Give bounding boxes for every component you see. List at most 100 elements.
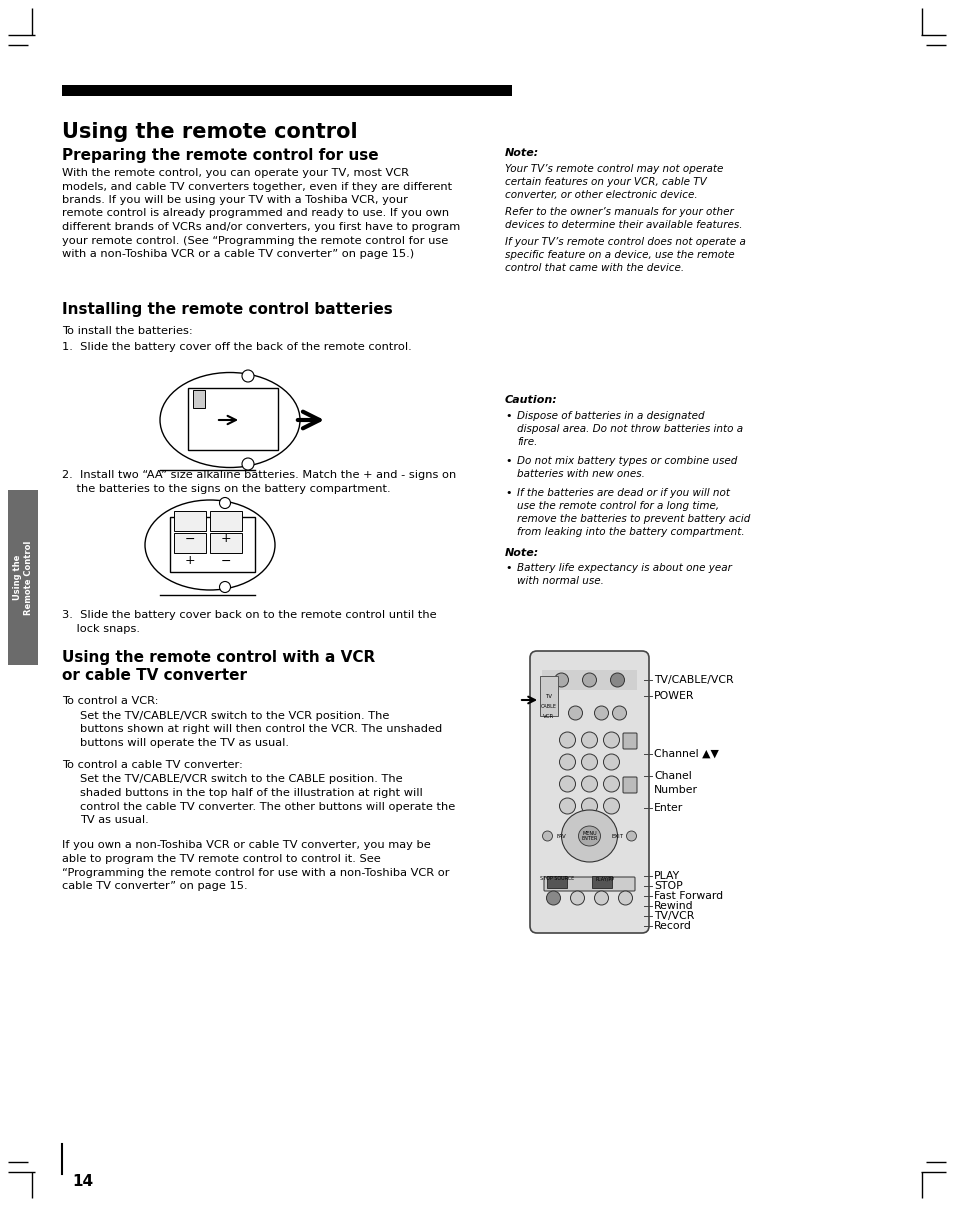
Text: Number: Number bbox=[654, 785, 698, 795]
Text: EXIT: EXIT bbox=[611, 833, 623, 838]
Ellipse shape bbox=[558, 798, 575, 814]
Ellipse shape bbox=[581, 775, 597, 792]
Text: If the batteries are dead or if you will not: If the batteries are dead or if you will… bbox=[517, 488, 729, 498]
Text: Note:: Note: bbox=[504, 548, 538, 558]
Text: PLAY: PLAY bbox=[654, 871, 679, 882]
Text: To control a cable TV converter:: To control a cable TV converter: bbox=[62, 760, 243, 769]
Ellipse shape bbox=[603, 732, 618, 748]
Bar bbox=[173, 533, 206, 554]
Text: Using the remote control: Using the remote control bbox=[62, 122, 357, 142]
Ellipse shape bbox=[594, 891, 608, 904]
Text: Enter: Enter bbox=[654, 803, 682, 813]
Ellipse shape bbox=[568, 706, 582, 720]
Ellipse shape bbox=[581, 754, 597, 769]
Ellipse shape bbox=[618, 891, 632, 904]
Text: Note:: Note: bbox=[504, 148, 538, 158]
Text: batteries with new ones.: batteries with new ones. bbox=[517, 469, 644, 479]
Text: TV/CABLE/VCR: TV/CABLE/VCR bbox=[654, 675, 733, 685]
Ellipse shape bbox=[145, 500, 274, 590]
Bar bbox=[62, 84, 512, 96]
Text: Using the remote control with a VCR: Using the remote control with a VCR bbox=[62, 650, 375, 665]
Text: models, and cable TV converters together, even if they are different: models, and cable TV converters together… bbox=[62, 181, 452, 192]
Ellipse shape bbox=[219, 498, 231, 509]
Text: control that came with the device.: control that came with the device. bbox=[504, 263, 683, 273]
Text: STOP SOURCE: STOP SOURCE bbox=[539, 877, 574, 882]
Text: •: • bbox=[504, 563, 511, 573]
Ellipse shape bbox=[242, 458, 253, 470]
Text: remote control is already programmed and ready to use. If you own: remote control is already programmed and… bbox=[62, 209, 449, 218]
Text: Rewind: Rewind bbox=[654, 901, 693, 911]
Ellipse shape bbox=[542, 831, 552, 841]
Text: Chanel: Chanel bbox=[654, 771, 691, 781]
Text: Refer to the owner’s manuals for your other: Refer to the owner’s manuals for your ot… bbox=[504, 207, 733, 217]
Bar bbox=[188, 388, 277, 450]
Text: with normal use.: with normal use. bbox=[517, 576, 603, 586]
Text: able to program the TV remote control to control it. See: able to program the TV remote control to… bbox=[62, 854, 380, 863]
Text: POWER: POWER bbox=[654, 691, 694, 701]
Text: shaded buttons in the top half of the illustration at right will: shaded buttons in the top half of the il… bbox=[80, 788, 422, 798]
Text: from leaking into the battery compartment.: from leaking into the battery compartmen… bbox=[517, 527, 744, 537]
Ellipse shape bbox=[570, 891, 584, 904]
Ellipse shape bbox=[558, 775, 575, 792]
Text: With the remote control, you can operate your TV, most VCR: With the remote control, you can operate… bbox=[62, 168, 409, 178]
Text: Dispose of batteries in a designated: Dispose of batteries in a designated bbox=[517, 411, 704, 421]
Ellipse shape bbox=[581, 732, 597, 748]
Text: Caution:: Caution: bbox=[504, 396, 558, 405]
Text: •: • bbox=[504, 488, 511, 498]
Bar bbox=[193, 390, 205, 408]
Text: 2.  Install two “AA” size alkaline batteries. Match the + and - signs on: 2. Install two “AA” size alkaline batter… bbox=[62, 470, 456, 480]
Text: certain features on your VCR, cable TV: certain features on your VCR, cable TV bbox=[504, 177, 706, 187]
Bar bbox=[539, 677, 558, 716]
Text: Preparing the remote control for use: Preparing the remote control for use bbox=[62, 148, 378, 163]
Text: Set the TV/CABLE/VCR switch to the CABLE position. The: Set the TV/CABLE/VCR switch to the CABLE… bbox=[80, 774, 402, 784]
Ellipse shape bbox=[561, 810, 617, 862]
Text: Using the
Remote Control: Using the Remote Control bbox=[13, 540, 32, 615]
Text: devices to determine their available features.: devices to determine their available fea… bbox=[504, 219, 741, 230]
Ellipse shape bbox=[578, 826, 599, 845]
Text: TV: TV bbox=[545, 693, 552, 698]
Text: Fast Forward: Fast Forward bbox=[654, 891, 722, 901]
Text: Do not mix battery types or combine used: Do not mix battery types or combine used bbox=[517, 456, 737, 466]
Ellipse shape bbox=[558, 732, 575, 748]
Text: buttons will operate the TV as usual.: buttons will operate the TV as usual. bbox=[80, 738, 289, 748]
Bar bbox=[173, 511, 206, 531]
Ellipse shape bbox=[610, 673, 624, 687]
Text: converter, or other electronic device.: converter, or other electronic device. bbox=[504, 191, 697, 200]
Text: the batteries to the signs on the battery compartment.: the batteries to the signs on the batter… bbox=[62, 484, 390, 494]
Ellipse shape bbox=[546, 891, 560, 904]
Bar bbox=[541, 671, 637, 690]
Ellipse shape bbox=[594, 706, 608, 720]
Text: TV/VCR: TV/VCR bbox=[654, 911, 694, 921]
Text: different brands of VCRs and/or converters, you first have to program: different brands of VCRs and/or converte… bbox=[62, 222, 459, 232]
Ellipse shape bbox=[626, 831, 636, 841]
Ellipse shape bbox=[603, 754, 618, 769]
Text: To control a VCR:: To control a VCR: bbox=[62, 696, 158, 706]
Text: 14: 14 bbox=[71, 1173, 93, 1189]
Text: Installing the remote control batteries: Installing the remote control batteries bbox=[62, 302, 393, 317]
FancyBboxPatch shape bbox=[622, 777, 637, 794]
FancyBboxPatch shape bbox=[530, 651, 648, 933]
Text: buttons shown at right will then control the VCR. The unshaded: buttons shown at right will then control… bbox=[80, 725, 442, 734]
FancyBboxPatch shape bbox=[543, 877, 635, 891]
Text: •: • bbox=[504, 456, 511, 466]
Text: FAV: FAV bbox=[556, 833, 566, 838]
Ellipse shape bbox=[558, 754, 575, 769]
Ellipse shape bbox=[160, 373, 299, 468]
Text: remove the batteries to prevent battery acid: remove the batteries to prevent battery … bbox=[517, 514, 750, 523]
Text: or cable TV converter: or cable TV converter bbox=[62, 668, 247, 683]
Text: CABLE: CABLE bbox=[540, 703, 557, 708]
Text: +: + bbox=[220, 533, 231, 545]
Text: cable TV converter” on page 15.: cable TV converter” on page 15. bbox=[62, 882, 248, 891]
Text: MENU
ENTER: MENU ENTER bbox=[580, 831, 598, 842]
Text: If your TV’s remote control does not operate a: If your TV’s remote control does not ope… bbox=[504, 238, 745, 247]
Ellipse shape bbox=[581, 798, 597, 814]
Bar bbox=[546, 876, 566, 888]
Ellipse shape bbox=[582, 673, 596, 687]
Text: control the cable TV converter. The other buttons will operate the: control the cable TV converter. The othe… bbox=[80, 802, 455, 812]
Text: VCR: VCR bbox=[543, 714, 554, 719]
Text: with a non-Toshiba VCR or a cable TV converter” on page 15.): with a non-Toshiba VCR or a cable TV con… bbox=[62, 248, 414, 259]
Text: Battery life expectancy is about one year: Battery life expectancy is about one yea… bbox=[517, 563, 731, 573]
Text: disposal area. Do not throw batteries into a: disposal area. Do not throw batteries in… bbox=[517, 425, 742, 434]
Text: −: − bbox=[220, 555, 231, 568]
Text: Record: Record bbox=[654, 921, 691, 931]
